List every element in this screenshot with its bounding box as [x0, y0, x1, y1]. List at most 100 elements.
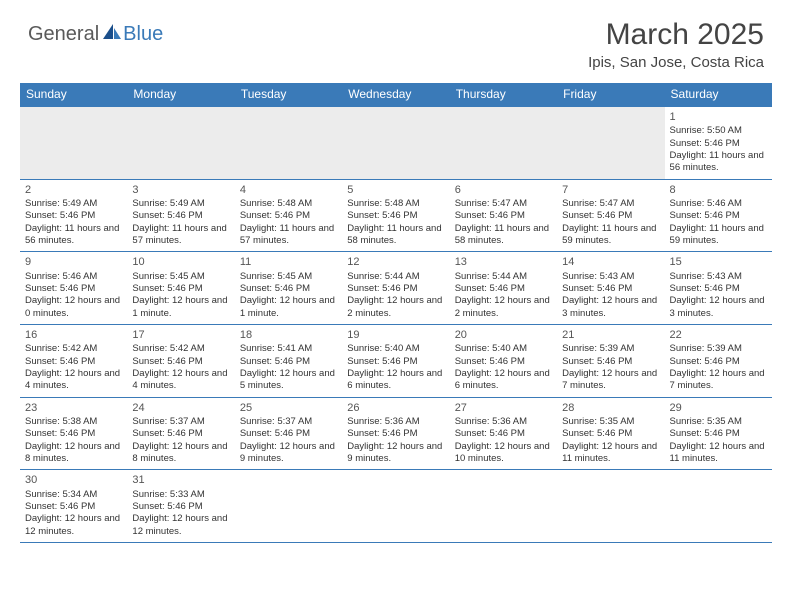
day-number: 3 [132, 183, 229, 197]
sunset-text: Sunset: 5:46 PM [670, 428, 767, 440]
daylight-text: Daylight: 11 hours and 56 minutes. [25, 223, 122, 248]
sunset-text: Sunset: 5:46 PM [347, 428, 444, 440]
sunrise-text: Sunrise: 5:45 AM [132, 271, 229, 283]
day-number: 31 [132, 473, 229, 487]
calendar-cell [235, 106, 342, 179]
calendar-cell: 5Sunrise: 5:48 AMSunset: 5:46 PMDaylight… [342, 179, 449, 252]
sunset-text: Sunset: 5:46 PM [455, 283, 552, 295]
calendar-cell: 3Sunrise: 5:49 AMSunset: 5:46 PMDaylight… [127, 179, 234, 252]
calendar-cell: 21Sunrise: 5:39 AMSunset: 5:46 PMDayligh… [557, 325, 664, 398]
daylight-text: Daylight: 11 hours and 56 minutes. [670, 150, 767, 175]
calendar-cell: 30Sunrise: 5:34 AMSunset: 5:46 PMDayligh… [20, 470, 127, 543]
calendar-cell [342, 106, 449, 179]
sunrise-text: Sunrise: 5:43 AM [670, 271, 767, 283]
sunrise-text: Sunrise: 5:43 AM [562, 271, 659, 283]
calendar-week-row: 1Sunrise: 5:50 AMSunset: 5:46 PMDaylight… [20, 106, 772, 179]
day-header: Thursday [450, 83, 557, 106]
sunset-text: Sunset: 5:46 PM [132, 210, 229, 222]
calendar-cell [450, 470, 557, 543]
day-header: Monday [127, 83, 234, 106]
sunset-text: Sunset: 5:46 PM [562, 283, 659, 295]
calendar-cell [342, 470, 449, 543]
sunrise-text: Sunrise: 5:39 AM [562, 343, 659, 355]
location-subtitle: Ipis, San Jose, Costa Rica [588, 54, 764, 71]
day-number: 19 [347, 328, 444, 342]
sunset-text: Sunset: 5:46 PM [240, 356, 337, 368]
logo-text-general: General [28, 23, 99, 46]
daylight-text: Daylight: 11 hours and 59 minutes. [562, 223, 659, 248]
sunset-text: Sunset: 5:46 PM [455, 428, 552, 440]
sunset-text: Sunset: 5:46 PM [132, 428, 229, 440]
calendar-cell: 12Sunrise: 5:44 AMSunset: 5:46 PMDayligh… [342, 252, 449, 325]
day-number: 6 [455, 183, 552, 197]
daylight-text: Daylight: 12 hours and 9 minutes. [240, 441, 337, 466]
day-number: 7 [562, 183, 659, 197]
calendar-cell: 26Sunrise: 5:36 AMSunset: 5:46 PMDayligh… [342, 397, 449, 470]
daylight-text: Daylight: 12 hours and 5 minutes. [240, 368, 337, 393]
day-header: Friday [557, 83, 664, 106]
daylight-text: Daylight: 12 hours and 3 minutes. [562, 295, 659, 320]
daylight-text: Daylight: 12 hours and 2 minutes. [455, 295, 552, 320]
calendar-cell [557, 470, 664, 543]
calendar-week-row: 9Sunrise: 5:46 AMSunset: 5:46 PMDaylight… [20, 252, 772, 325]
day-number: 13 [455, 255, 552, 269]
sunset-text: Sunset: 5:46 PM [562, 428, 659, 440]
sunset-text: Sunset: 5:46 PM [240, 283, 337, 295]
daylight-text: Daylight: 11 hours and 57 minutes. [132, 223, 229, 248]
daylight-text: Daylight: 11 hours and 59 minutes. [670, 223, 767, 248]
sunset-text: Sunset: 5:46 PM [670, 356, 767, 368]
calendar-week-row: 30Sunrise: 5:34 AMSunset: 5:46 PMDayligh… [20, 470, 772, 543]
day-number: 17 [132, 328, 229, 342]
sunrise-text: Sunrise: 5:35 AM [670, 416, 767, 428]
daylight-text: Daylight: 12 hours and 8 minutes. [25, 441, 122, 466]
sunrise-text: Sunrise: 5:48 AM [240, 198, 337, 210]
daylight-text: Daylight: 12 hours and 11 minutes. [562, 441, 659, 466]
daylight-text: Daylight: 12 hours and 12 minutes. [132, 513, 229, 538]
calendar-cell: 10Sunrise: 5:45 AMSunset: 5:46 PMDayligh… [127, 252, 234, 325]
calendar-table: Sunday Monday Tuesday Wednesday Thursday… [20, 83, 772, 543]
daylight-text: Daylight: 12 hours and 9 minutes. [347, 441, 444, 466]
day-number: 27 [455, 401, 552, 415]
sunset-text: Sunset: 5:46 PM [132, 501, 229, 513]
calendar-cell: 25Sunrise: 5:37 AMSunset: 5:46 PMDayligh… [235, 397, 342, 470]
sunrise-text: Sunrise: 5:47 AM [455, 198, 552, 210]
calendar-week-row: 2Sunrise: 5:49 AMSunset: 5:46 PMDaylight… [20, 179, 772, 252]
sunrise-text: Sunrise: 5:46 AM [25, 271, 122, 283]
calendar-cell: 31Sunrise: 5:33 AMSunset: 5:46 PMDayligh… [127, 470, 234, 543]
sunset-text: Sunset: 5:46 PM [132, 283, 229, 295]
day-number: 18 [240, 328, 337, 342]
day-number: 11 [240, 255, 337, 269]
calendar-cell: 8Sunrise: 5:46 AMSunset: 5:46 PMDaylight… [665, 179, 772, 252]
day-number: 30 [25, 473, 122, 487]
sunset-text: Sunset: 5:46 PM [25, 210, 122, 222]
calendar-cell: 28Sunrise: 5:35 AMSunset: 5:46 PMDayligh… [557, 397, 664, 470]
sunrise-text: Sunrise: 5:35 AM [562, 416, 659, 428]
page-header: General Blue March 2025 Ipis, San Jose, … [0, 0, 792, 77]
sunrise-text: Sunrise: 5:49 AM [25, 198, 122, 210]
sunrise-text: Sunrise: 5:40 AM [347, 343, 444, 355]
calendar-cell: 20Sunrise: 5:40 AMSunset: 5:46 PMDayligh… [450, 325, 557, 398]
calendar-cell: 4Sunrise: 5:48 AMSunset: 5:46 PMDaylight… [235, 179, 342, 252]
calendar-cell: 2Sunrise: 5:49 AMSunset: 5:46 PMDaylight… [20, 179, 127, 252]
day-number: 20 [455, 328, 552, 342]
calendar-cell: 14Sunrise: 5:43 AMSunset: 5:46 PMDayligh… [557, 252, 664, 325]
day-number: 28 [562, 401, 659, 415]
calendar-cell: 27Sunrise: 5:36 AMSunset: 5:46 PMDayligh… [450, 397, 557, 470]
day-number: 5 [347, 183, 444, 197]
sunrise-text: Sunrise: 5:42 AM [25, 343, 122, 355]
day-number: 22 [670, 328, 767, 342]
day-header: Tuesday [235, 83, 342, 106]
day-number: 16 [25, 328, 122, 342]
daylight-text: Daylight: 12 hours and 12 minutes. [25, 513, 122, 538]
calendar-cell: 6Sunrise: 5:47 AMSunset: 5:46 PMDaylight… [450, 179, 557, 252]
sunrise-text: Sunrise: 5:37 AM [132, 416, 229, 428]
calendar-cell [20, 106, 127, 179]
calendar-cell: 18Sunrise: 5:41 AMSunset: 5:46 PMDayligh… [235, 325, 342, 398]
daylight-text: Daylight: 12 hours and 0 minutes. [25, 295, 122, 320]
daylight-text: Daylight: 12 hours and 6 minutes. [455, 368, 552, 393]
day-number: 1 [670, 110, 767, 124]
daylight-text: Daylight: 12 hours and 8 minutes. [132, 441, 229, 466]
calendar-week-row: 16Sunrise: 5:42 AMSunset: 5:46 PMDayligh… [20, 325, 772, 398]
day-header-row: Sunday Monday Tuesday Wednesday Thursday… [20, 83, 772, 106]
daylight-text: Daylight: 12 hours and 1 minute. [132, 295, 229, 320]
